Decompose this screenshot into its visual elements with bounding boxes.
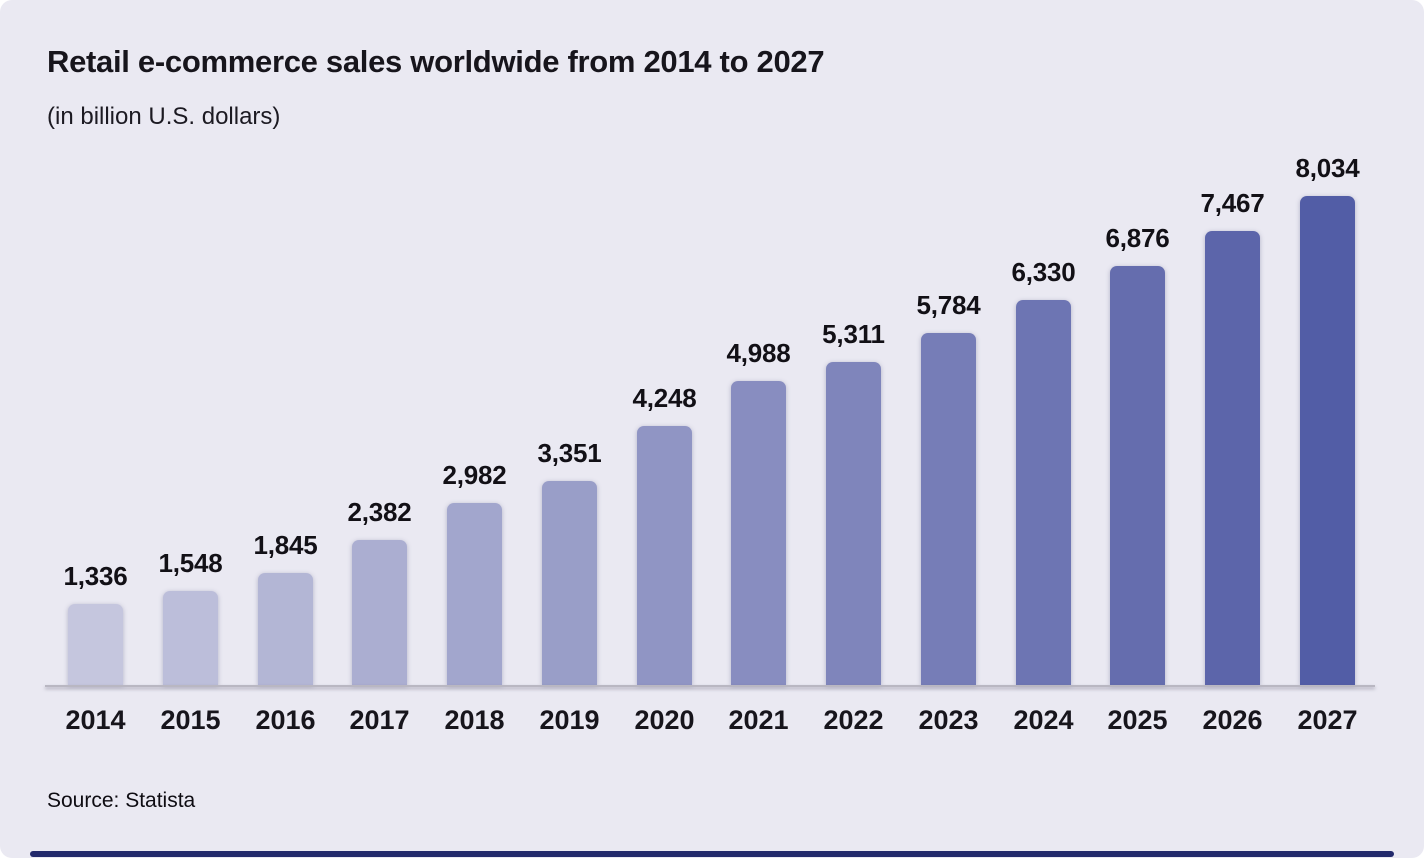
x-axis-label-2015: 2015 xyxy=(160,705,221,735)
bar-2016 xyxy=(258,573,313,685)
bar-value-label-2016: 1,845 xyxy=(253,530,318,560)
bar-2018 xyxy=(447,503,502,685)
bar-column-2025 xyxy=(1110,266,1165,685)
x-axis-label-2016: 2016 xyxy=(255,705,316,735)
x-axis-label-2019: 2019 xyxy=(539,705,600,735)
bar-column-2015 xyxy=(163,591,218,685)
bar-column-2019 xyxy=(542,481,597,685)
bar-2019 xyxy=(542,481,597,685)
bar-value-label-2026: 7,467 xyxy=(1200,188,1265,218)
bar-value-label-2015: 1,548 xyxy=(158,548,223,578)
x-axis-line xyxy=(45,685,1375,687)
source-label: Source: Statista xyxy=(47,789,196,812)
bar-value-label-2021: 4,988 xyxy=(726,338,791,368)
chart-subtitle: (in billion U.S. dollars) xyxy=(47,103,281,130)
bar-column-2018 xyxy=(447,503,502,685)
bar-column-2024 xyxy=(1016,300,1071,685)
bar-2017 xyxy=(352,540,407,685)
bar-2022 xyxy=(826,362,881,685)
bar-value-label-2027: 8,034 xyxy=(1295,153,1360,183)
x-axis-label-2020: 2020 xyxy=(634,705,695,735)
bar-value-label-2020: 4,248 xyxy=(632,383,697,413)
bar-2023 xyxy=(921,333,976,685)
bar-value-label-2019: 3,351 xyxy=(537,438,602,468)
bar-column-2020 xyxy=(637,426,692,685)
x-axis-label-2021: 2021 xyxy=(728,705,789,735)
bar-value-label-2025: 6,876 xyxy=(1105,223,1170,253)
bar-column-2027 xyxy=(1300,196,1355,685)
bar-2020 xyxy=(637,426,692,685)
x-axis-label-2025: 2025 xyxy=(1107,705,1168,735)
bar-2014 xyxy=(68,604,123,685)
x-axis-labels: 2014 2015 2016 2017 2018 2019 2020 2021 2022 2023… xyxy=(65,705,1357,745)
x-axis-label-2026: 2026 xyxy=(1202,705,1263,735)
bar-value-label-2017: 2,382 xyxy=(347,497,412,527)
bar-column-2014 xyxy=(68,604,123,685)
x-axis-label-2022: 2022 xyxy=(823,705,884,735)
bar-column-2016 xyxy=(258,573,313,685)
footer-accent-bar xyxy=(30,851,1394,857)
bar-2021 xyxy=(731,381,786,685)
bar-chart-plot-area: 1,336 1,548 1,845 2,382 2,982 3,351 4,248 4,988… xyxy=(63,150,1360,685)
x-axis-label-2017: 2017 xyxy=(349,705,410,735)
bar-2025 xyxy=(1110,266,1165,685)
bar-column-2026 xyxy=(1205,231,1260,685)
bar-value-label-2018: 2,982 xyxy=(442,460,507,490)
bar-column-2022 xyxy=(826,362,881,685)
bar-value-label-2014: 1,336 xyxy=(63,561,128,591)
bar-2024 xyxy=(1016,300,1071,685)
bar-value-label-2023: 5,784 xyxy=(916,290,981,320)
chart-title: Retail e-commerce sales worldwide from 2… xyxy=(47,44,825,79)
x-axis-label-2024: 2024 xyxy=(1013,705,1074,735)
x-axis-label-2027: 2027 xyxy=(1297,705,1358,735)
x-axis-label-2023: 2023 xyxy=(918,705,979,735)
bar-value-label-2024: 6,330 xyxy=(1011,257,1076,287)
bar-column-2021 xyxy=(731,381,786,685)
bar-value-label-2022: 5,311 xyxy=(822,319,885,349)
bar-column-2017 xyxy=(352,540,407,685)
bar-2015 xyxy=(163,591,218,685)
bar-2027 xyxy=(1300,196,1355,685)
bar-column-2023 xyxy=(921,333,976,685)
x-axis-label-2014: 2014 xyxy=(65,705,126,735)
x-axis-label-2018: 2018 xyxy=(444,705,505,735)
bar-2026 xyxy=(1205,231,1260,685)
